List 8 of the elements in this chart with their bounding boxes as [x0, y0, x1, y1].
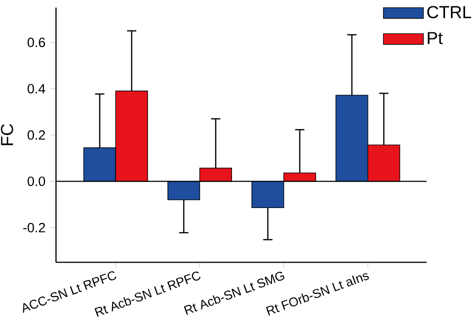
y-tick-label: -0.2	[23, 222, 45, 232]
y-tick-label: 0.6	[28, 38, 46, 48]
y-axis-title: FC	[0, 124, 14, 146]
legend-label: Pt	[428, 32, 443, 44]
legend-label: CTRL	[427, 6, 472, 18]
y-tick-label: 0.4	[28, 84, 46, 94]
y-tick-label: 0.2	[28, 130, 45, 140]
y-tick-label: 0.0	[28, 176, 46, 186]
